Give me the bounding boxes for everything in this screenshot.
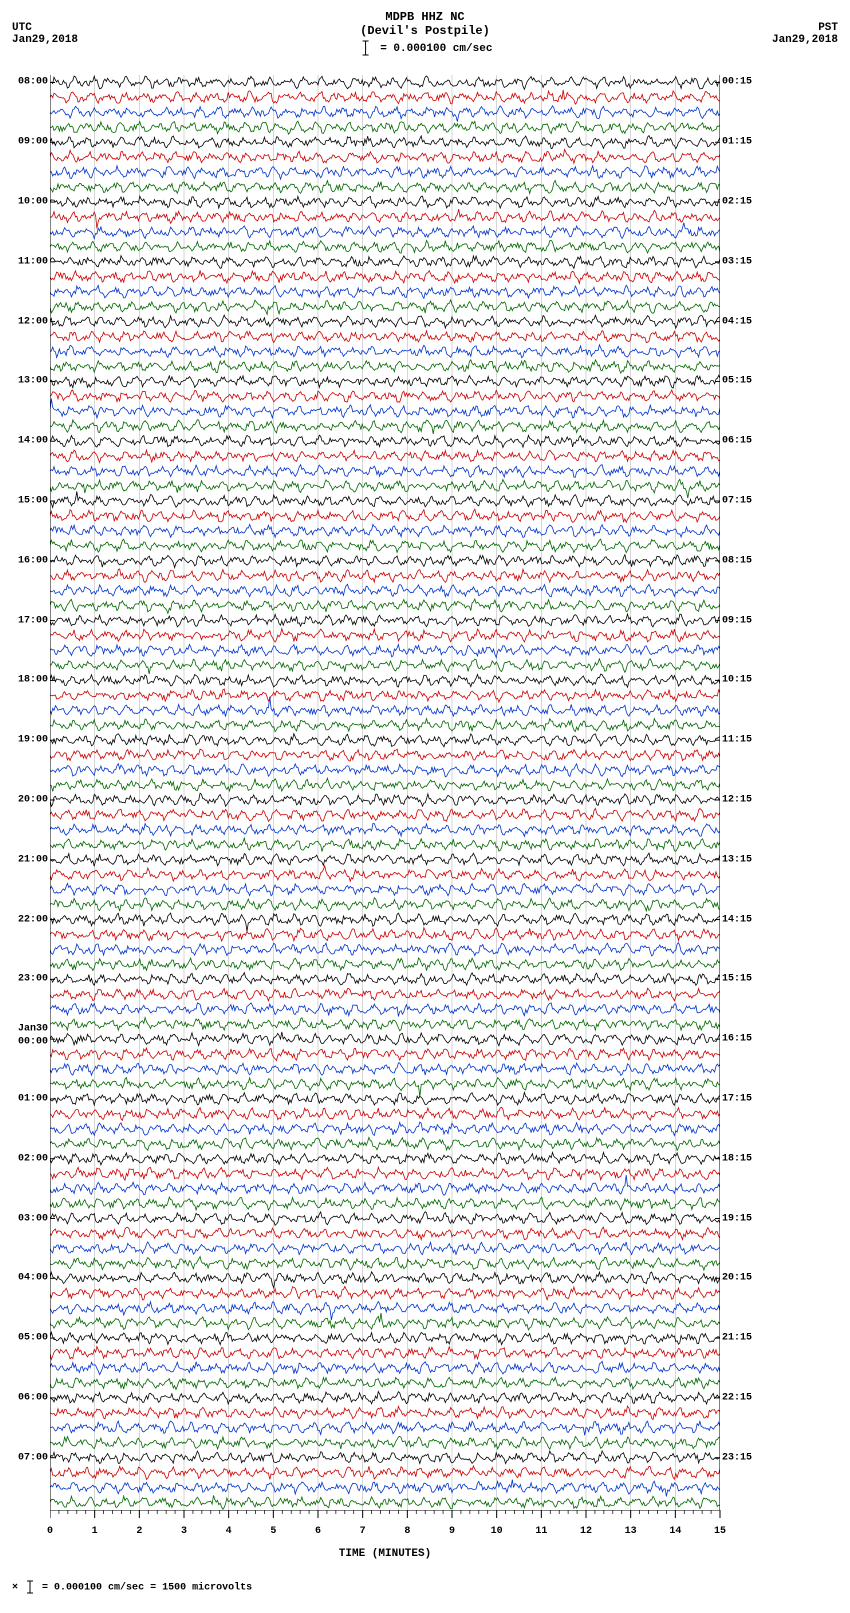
right-time-label: 09:15 [722,615,762,626]
left-time-label: 03:00 [10,1213,48,1224]
x-tick-label: 9 [449,1526,455,1537]
right-time-label: 14:15 [722,914,762,925]
x-tick-label: 4 [226,1526,232,1537]
left-time-label: 14:00 [10,436,48,447]
left-tz-label: UTC [12,22,78,34]
left-timezone-block: UTC Jan29,2018 [12,22,78,46]
seismogram-plot: 08:0000:1509:0001:1510:0002:1511:0003:15… [50,75,720,1510]
x-tick-label: 12 [580,1526,592,1537]
left-time-label: 13:00 [10,376,48,387]
right-time-label: 21:15 [722,1333,762,1344]
right-time-label: 23:15 [722,1452,762,1463]
x-tick-label: 14 [669,1526,681,1537]
left-time-label: 01:00 [10,1093,48,1104]
left-time-label: 23:00 [10,974,48,985]
right-time-label: 06:15 [722,436,762,447]
left-time-label: 12:00 [10,316,48,327]
right-time-label: 02:15 [722,197,762,208]
title-block: MDPB HHZ NC (Devil's Postpile) = 0.00010… [358,10,493,56]
left-date-marker: Jan30 [10,1024,48,1035]
left-time-label: 20:00 [10,794,48,805]
x-tick-label: 11 [535,1526,547,1537]
x-tick-label: 6 [315,1526,321,1537]
right-time-label: 00:15 [722,77,762,88]
left-time-label: 07:00 [10,1452,48,1463]
scale-indicator: = 0.000100 cm/sec [358,40,493,56]
left-time-label: 11:00 [10,256,48,267]
right-time-label: 22:15 [722,1392,762,1403]
x-tick-label: 10 [491,1526,503,1537]
left-tz-date: Jan29,2018 [12,34,78,46]
right-time-label: 04:15 [722,316,762,327]
right-time-label: 15:15 [722,974,762,985]
x-tick-label: 8 [404,1526,410,1537]
left-time-label: 06:00 [10,1392,48,1403]
left-time-label: 21:00 [10,854,48,865]
x-axis: TIME (MINUTES) 0123456789101112131415 [50,1510,720,1555]
left-time-label: 08:00 [10,77,48,88]
x-tick-label: 15 [714,1526,726,1537]
header: UTC Jan29,2018 MDPB HHZ NC (Devil's Post… [10,10,840,75]
right-time-label: 13:15 [722,854,762,865]
left-time-label: 05:00 [10,1333,48,1344]
left-time-label: 02:00 [10,1153,48,1164]
right-time-label: 16:15 [722,1034,762,1045]
footer-prefix: × [12,1583,18,1594]
x-tick-label: 13 [625,1526,637,1537]
right-time-label: 20:15 [722,1273,762,1284]
right-time-label: 10:15 [722,675,762,686]
seismogram-svg [50,75,720,1510]
left-time-label: 15:00 [10,496,48,507]
station-location: (Devil's Postpile) [358,24,493,38]
footer-scale: × = 0.000100 cm/sec = 1500 microvolts [12,1580,840,1594]
right-time-label: 07:15 [722,496,762,507]
right-time-label: 03:15 [722,256,762,267]
left-time-label: 04:00 [10,1273,48,1284]
x-tick-label: 3 [181,1526,187,1537]
right-time-label: 12:15 [722,794,762,805]
station-code: MDPB HHZ NC [358,10,493,24]
x-tick-label: 7 [360,1526,366,1537]
left-time-label: 16:00 [10,555,48,566]
right-timezone-block: PST Jan29,2018 [772,22,838,46]
footer-text: = 0.000100 cm/sec = 1500 microvolts [42,1583,252,1594]
right-time-label: 01:15 [722,137,762,148]
x-tick-label: 1 [92,1526,98,1537]
right-time-label: 05:15 [722,376,762,387]
left-time-label: 17:00 [10,615,48,626]
left-time-label: 09:00 [10,137,48,148]
right-tz-label: PST [772,22,838,34]
left-time-label: 22:00 [10,914,48,925]
right-time-label: 11:15 [722,735,762,746]
x-tick-label: 0 [47,1526,53,1537]
left-time-label: 18:00 [10,675,48,686]
right-time-label: 17:15 [722,1093,762,1104]
x-tick-label: 2 [136,1526,142,1537]
right-time-label: 18:15 [722,1153,762,1164]
scale-text: = 0.000100 cm/sec [380,43,492,55]
left-time-label: 19:00 [10,735,48,746]
right-tz-date: Jan29,2018 [772,34,838,46]
right-time-label: 19:15 [722,1213,762,1224]
x-tick-label: 5 [270,1526,276,1537]
left-time-label: 10:00 [10,197,48,208]
x-axis-label: TIME (MINUTES) [50,1530,720,1560]
right-time-label: 08:15 [722,555,762,566]
left-time-label: 00:00 [10,1037,48,1048]
